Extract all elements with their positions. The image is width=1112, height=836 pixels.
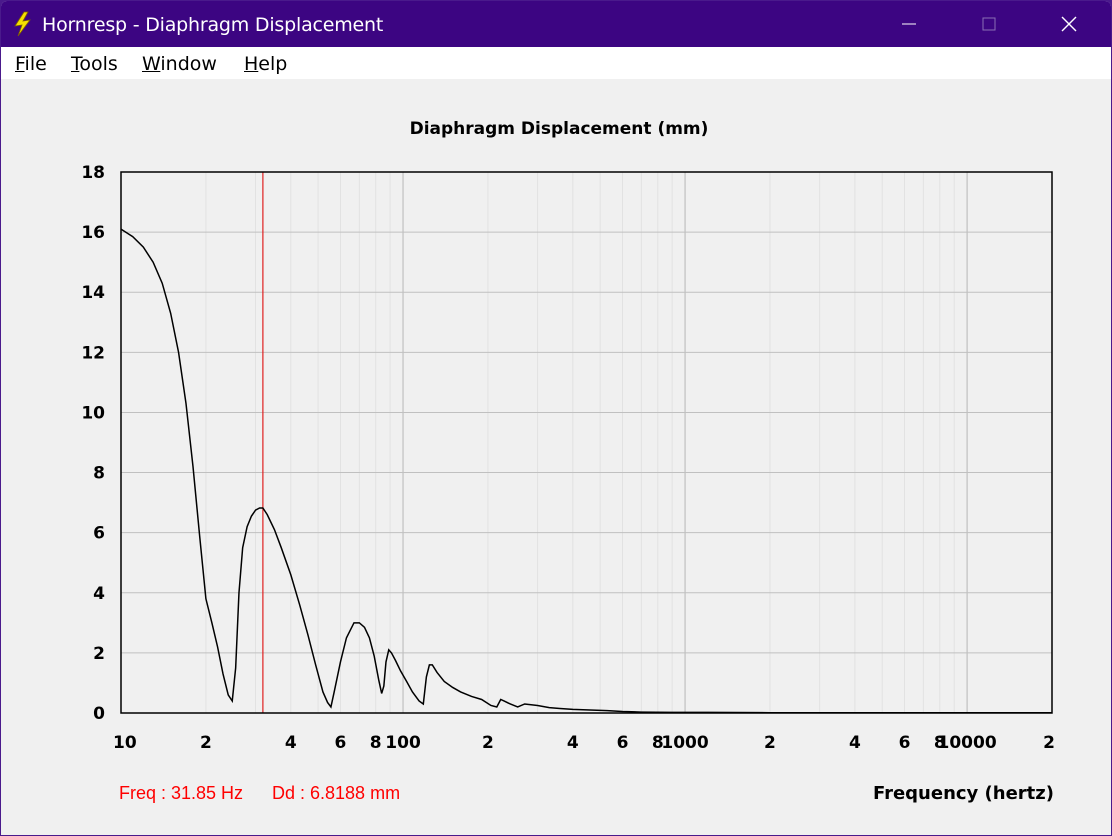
menu-window-accel: W [142,53,161,75]
x-tick-label: 2 [482,733,494,753]
x-tick-label: 4 [567,733,579,753]
maximize-button[interactable] [949,1,1029,47]
minimize-button[interactable] [869,1,949,47]
x-tick-label: 6 [335,733,347,753]
plot-frame [120,171,1053,714]
y-tick-label: 14 [81,283,105,303]
y-tick-label: 4 [93,584,105,604]
x-tick-label: 6 [617,733,629,753]
x-tick-label: 8 [934,733,946,753]
x-tick-label: 1000 [661,733,708,753]
x-tick-label: 2 [1043,733,1055,753]
window-title: Hornresp - Diaphragm Displacement [42,14,384,36]
chart-area: Diaphragm Displacement (mm) 0 2 4 6 8 10 12 14 1… [1,79,1111,835]
x-axis-label: Frequency (hertz) [873,783,1054,804]
grid-minor [205,172,1053,713]
menu-tools[interactable]: Tools [71,53,118,75]
close-button[interactable] [1029,1,1109,47]
chart-title: Diaphragm Displacement (mm) [410,119,709,139]
lightning-bolt-icon [14,11,31,37]
grid-major [121,171,1052,714]
menu-file-accel: F [15,53,25,75]
x-tick-label: 10000 [938,733,997,753]
menu-tools-accel: T [71,53,80,75]
y-tick-label: 0 [93,704,105,724]
y-tick-label: 2 [93,644,105,664]
minimize-icon [902,23,916,25]
y-tick-label: 8 [93,464,105,484]
title-bar[interactable]: Hornresp - Diaphragm Displacement [1,1,1111,47]
displacement-readout: Dd : 6.8188 mm [272,783,400,803]
x-tick-label: 10 [113,733,137,753]
menu-window-rest: indow [160,53,217,75]
x-tick-label: 6 [899,733,911,753]
maximize-icon [982,17,996,31]
close-icon [1061,16,1077,32]
x-tick-label: 2 [764,733,776,753]
menu-window[interactable]: Window [142,53,217,75]
y-axis-ticks: 0 2 4 6 8 10 12 14 16 18 [81,163,105,724]
menu-help-accel: H [244,53,259,75]
x-tick-label: 4 [849,733,861,753]
menu-file-rest: ile [24,53,47,75]
menu-bar: File Tools Window Help [1,47,1111,79]
displacement-chart[interactable]: Diaphragm Displacement (mm) 0 2 4 6 8 10 12 14 1… [1,79,1111,835]
y-tick-label: 12 [81,343,105,363]
x-tick-label: 8 [370,733,382,753]
y-tick-label: 16 [81,223,105,243]
displacement-trace [120,228,1052,714]
y-tick-label: 18 [81,163,105,183]
menu-file[interactable]: File [15,53,47,75]
menu-help[interactable]: Help [244,53,287,75]
menu-help-rest: elp [258,53,288,75]
x-tick-label: 4 [285,733,297,753]
x-tick-label: 2 [200,733,212,753]
x-tick-label: 8 [652,733,664,753]
y-tick-label: 10 [81,403,105,423]
menu-tools-rest: ools [79,53,118,75]
y-tick-label: 6 [93,524,105,544]
frequency-readout: Freq : 31.85 Hz [119,783,243,803]
x-tick-label: 100 [385,733,421,753]
